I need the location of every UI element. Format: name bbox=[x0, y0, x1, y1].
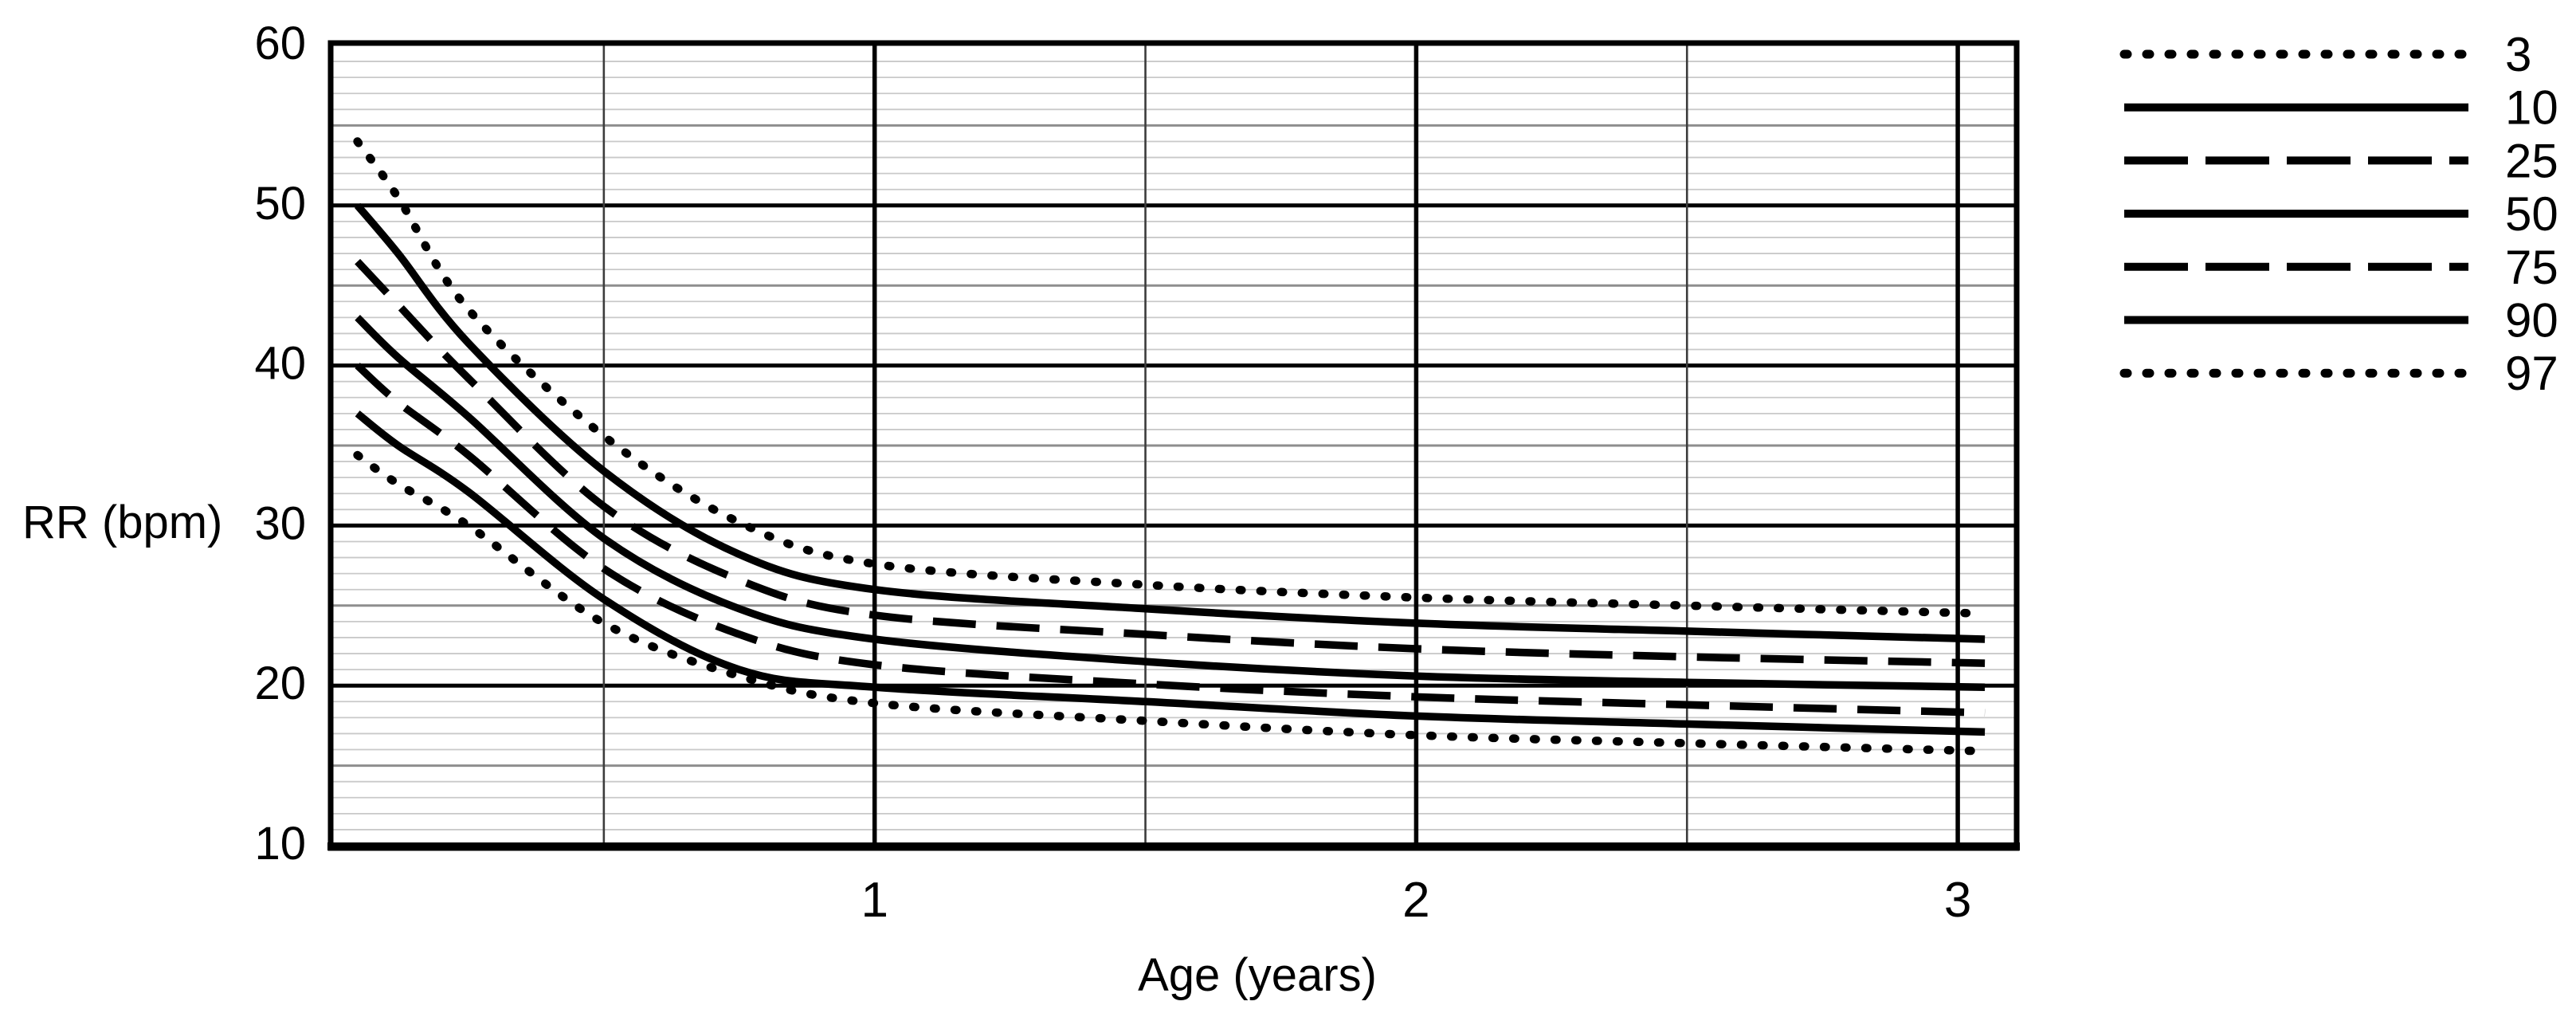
percentile-curve-97 bbox=[353, 137, 1990, 618]
legend-row-25: 25 bbox=[2124, 134, 2558, 187]
legend-row-75: 75 bbox=[2124, 241, 2558, 294]
percentile-curve-75 bbox=[355, 258, 1986, 667]
legend-label-10: 10 bbox=[2505, 81, 2558, 135]
x-tick-label-1: 1 bbox=[861, 873, 888, 928]
y-tick-label-30: 30 bbox=[254, 497, 306, 549]
percentile-curve-90 bbox=[354, 202, 1986, 643]
y-tick-label-40: 40 bbox=[254, 338, 306, 390]
legend-label-75: 75 bbox=[2505, 241, 2558, 294]
plot-border bbox=[327, 40, 2020, 851]
y-tick-label-60: 60 bbox=[254, 18, 306, 69]
x-axis-tick-labels: 1 2 3 bbox=[861, 873, 1971, 928]
legend-label-25: 25 bbox=[2505, 134, 2558, 187]
y-axis-title: RR (bpm) bbox=[22, 497, 222, 548]
y-axis-tick-labels: 60 50 40 30 20 10 bbox=[254, 18, 306, 870]
legend-row-97: 97 bbox=[2119, 347, 2558, 400]
legend-label-90: 90 bbox=[2505, 294, 2558, 348]
legend-label-50: 50 bbox=[2505, 187, 2558, 241]
y-tick-label-50: 50 bbox=[254, 178, 306, 230]
legend-label-3: 3 bbox=[2505, 28, 2531, 81]
x-tick-label-3: 3 bbox=[1944, 873, 1971, 928]
legend-row-50: 50 bbox=[2124, 187, 2558, 241]
legend-row-90: 90 bbox=[2124, 294, 2558, 348]
legend-row-10: 10 bbox=[2124, 81, 2558, 135]
x-tick-label-2: 2 bbox=[1402, 873, 1429, 928]
y-tick-label-10: 10 bbox=[254, 818, 306, 870]
percentile-curve-25 bbox=[355, 363, 1986, 717]
legend-label-97: 97 bbox=[2505, 347, 2558, 400]
percentile-curve-10 bbox=[355, 410, 1986, 736]
x-axis-title: Age (years) bbox=[1138, 949, 1377, 1001]
y-tick-label-20: 20 bbox=[254, 658, 306, 709]
legend-row-3: 3 bbox=[2119, 28, 2531, 81]
percentile-curves bbox=[353, 137, 1990, 756]
percentile-curve-3 bbox=[353, 450, 1990, 756]
percentile-curve-50 bbox=[355, 315, 1986, 691]
gridlines bbox=[333, 45, 2014, 846]
